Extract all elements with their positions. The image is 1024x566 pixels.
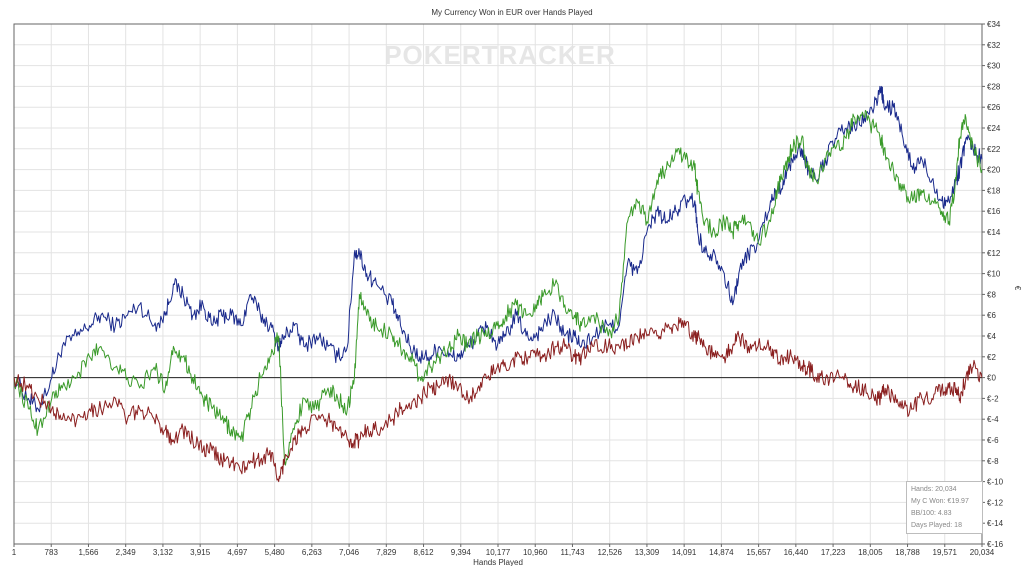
x-tick-label: 11,743 bbox=[561, 548, 585, 557]
y-tick-label: €-12 bbox=[987, 498, 1004, 507]
x-tick-label: 4,697 bbox=[227, 548, 248, 557]
x-tick-label: 10,177 bbox=[486, 548, 511, 557]
series-line-1 bbox=[13, 85, 983, 413]
x-tick-label: 9,394 bbox=[451, 548, 472, 557]
x-tick-label: 17,223 bbox=[821, 548, 846, 557]
x-axis-ticks: 1 783 1,566 2,349 3,132 3,915 4,697 5,480 6,263 7… bbox=[12, 544, 995, 557]
stats-currency-won: My C Won: €19.97 bbox=[911, 498, 969, 505]
y-tick-label: €-4 bbox=[987, 415, 999, 424]
x-tick-label: 10,960 bbox=[523, 548, 548, 557]
x-tick-label: 18,005 bbox=[858, 548, 883, 557]
x-tick-label: 16,440 bbox=[784, 548, 809, 557]
y-tick-label: €12 bbox=[987, 249, 1001, 258]
x-tick-label: 3,132 bbox=[153, 548, 174, 557]
x-tick-label: 783 bbox=[45, 548, 59, 557]
y-tick-label: €18 bbox=[987, 186, 1001, 195]
y-tick-label: €-2 bbox=[987, 394, 999, 403]
x-tick-label: 15,657 bbox=[746, 548, 771, 557]
y-tick-label: €26 bbox=[987, 103, 1001, 112]
stats-days-played: Days Played: 18 bbox=[911, 522, 962, 529]
x-tick-label: 7,829 bbox=[376, 548, 397, 557]
y-tick-label: €4 bbox=[987, 332, 996, 341]
x-tick-label: 6,263 bbox=[302, 548, 323, 557]
y-tick-label: €2 bbox=[987, 353, 996, 362]
y-tick-label: €22 bbox=[987, 145, 1001, 154]
series-lines bbox=[13, 85, 983, 483]
y-tick-label: €28 bbox=[987, 82, 1001, 91]
x-tick-label: 7,046 bbox=[339, 548, 360, 557]
y-tick-label: €-10 bbox=[987, 478, 1004, 487]
y-tick-label: €-14 bbox=[987, 519, 1004, 528]
stats-hands: Hands: 20,034 bbox=[911, 486, 957, 493]
y-tick-label: €-8 bbox=[987, 457, 999, 466]
x-tick-label: 13,309 bbox=[635, 548, 660, 557]
x-tick-label: 18,788 bbox=[895, 548, 920, 557]
x-tick-label: 14,874 bbox=[709, 548, 734, 557]
x-axis-label: Hands Played bbox=[473, 558, 523, 566]
stats-box: Hands: 20,034 My C Won: €19.97 BB/100: 4… bbox=[906, 481, 983, 534]
x-tick-label: 8,612 bbox=[414, 548, 435, 557]
y-tick-label: €8 bbox=[987, 290, 996, 299]
x-tick-label: 12,526 bbox=[597, 548, 622, 557]
x-tick-label: 1 bbox=[12, 548, 17, 557]
x-tick-label: 1,566 bbox=[78, 548, 99, 557]
y-tick-label: €6 bbox=[987, 311, 996, 320]
y-tick-label: €10 bbox=[987, 270, 1001, 279]
y-tick-label: €20 bbox=[987, 166, 1001, 175]
series-line-3 bbox=[13, 316, 983, 483]
y-tick-label: €34 bbox=[987, 20, 1001, 29]
y-tick-label: €-6 bbox=[987, 436, 999, 445]
y-tick-label: €0 bbox=[987, 374, 996, 383]
y-tick-label: €14 bbox=[987, 228, 1001, 237]
y-tick-label: €24 bbox=[987, 124, 1001, 133]
series-line-2 bbox=[13, 109, 983, 466]
y-tick-label: €16 bbox=[987, 207, 1001, 216]
x-tick-label: 20,034 bbox=[970, 548, 995, 557]
y-tick-label: €30 bbox=[987, 62, 1001, 71]
x-tick-label: 14,091 bbox=[672, 548, 697, 557]
y-tick-label: €-16 bbox=[987, 540, 1004, 549]
grid bbox=[13, 23, 983, 545]
x-tick-label: 19,571 bbox=[933, 548, 958, 557]
y-tick-label: €32 bbox=[987, 41, 1001, 50]
x-tick-label: 3,915 bbox=[190, 548, 211, 557]
x-tick-label: 5,480 bbox=[265, 548, 286, 557]
y-axis-ticks: €34 €32 €30 €28 €26 €24 €22 €20 €18 €16 €14 €12 €10 €… bbox=[982, 20, 1004, 549]
stats-bb100: BB/100: 4.83 bbox=[911, 510, 952, 517]
y-axis-label: € bbox=[1013, 286, 1022, 291]
chart-title: My Currency Won in EUR over Hands Played bbox=[431, 8, 592, 17]
x-tick-label: 2,349 bbox=[116, 548, 137, 557]
